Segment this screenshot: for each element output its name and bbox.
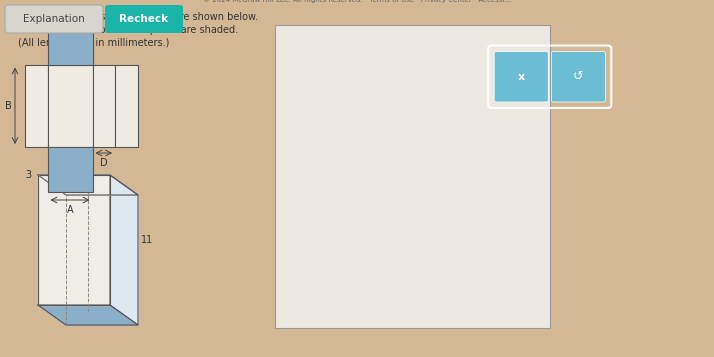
Bar (25, 65, 48, 147)
Text: C: C (74, 14, 80, 24)
Text: $D$: $D$ (298, 246, 308, 260)
Text: D: D (100, 158, 108, 168)
Bar (115, 65, 138, 147)
FancyBboxPatch shape (275, 25, 550, 328)
Text: © 2024 McGraw Hill LLC. All Rights Reserved.   Terms of Use   Privacy Center   A: © 2024 McGraw Hill LLC. All Rights Reser… (203, 0, 511, 3)
Text: = 11 mm: = 11 mm (309, 282, 364, 296)
Text: $B$: $B$ (298, 282, 307, 296)
Bar (48, 147, 93, 192)
Text: (All lengths are in millimeters.): (All lengths are in millimeters.) (18, 38, 169, 48)
Text: 6: 6 (71, 167, 77, 177)
Text: 2: 2 (344, 165, 348, 174)
Polygon shape (38, 175, 110, 305)
Text: 3: 3 (25, 170, 31, 180)
Text: 11: 11 (141, 235, 154, 245)
FancyBboxPatch shape (5, 5, 103, 33)
Text: = 6 mm: = 6 mm (309, 301, 357, 313)
Text: A rectangular prism and its net are shown below.: A rectangular prism and its net are show… (18, 12, 258, 22)
FancyBboxPatch shape (551, 51, 605, 102)
Polygon shape (38, 305, 138, 325)
Text: B: B (5, 101, 12, 111)
FancyBboxPatch shape (105, 5, 183, 33)
Bar (48, 65, 93, 147)
Text: (c) Use the net to find the total surface area of the: (c) Use the net to find the total surfac… (283, 186, 531, 196)
Text: = 6 mm: = 6 mm (309, 265, 357, 277)
Bar (48, 20, 93, 65)
Text: x: x (518, 72, 525, 82)
FancyBboxPatch shape (494, 51, 548, 102)
Text: Recheck: Recheck (119, 14, 169, 24)
Polygon shape (38, 175, 138, 195)
Text: (a) Find the following side lengths for the net.: (a) Find the following side lengths for … (283, 318, 506, 328)
Text: = 3 mm: = 3 mm (309, 246, 356, 260)
Text: Explanation: Explanation (23, 14, 85, 24)
Text: (b) Use the net to find the lateral surface area of the: (b) Use the net to find the lateral surf… (283, 226, 540, 236)
Text: 234 mm: 234 mm (288, 161, 340, 175)
Text: A: A (66, 205, 74, 215)
Text: The top and bottom of the prism are shaded.: The top and bottom of the prism are shad… (18, 25, 238, 35)
Text: $C$: $C$ (298, 265, 308, 277)
Text: $A$: $A$ (298, 301, 308, 313)
Text: prism.: prism. (283, 175, 313, 185)
Text: ↺: ↺ (573, 70, 583, 83)
Text: 2: 2 (340, 203, 345, 212)
Polygon shape (110, 175, 138, 325)
Bar (93, 65, 115, 147)
Text: prism. Neither the top nor bottom is included.: prism. Neither the top nor bottom is inc… (283, 215, 508, 225)
Text: 102 mm: 102 mm (288, 200, 340, 213)
